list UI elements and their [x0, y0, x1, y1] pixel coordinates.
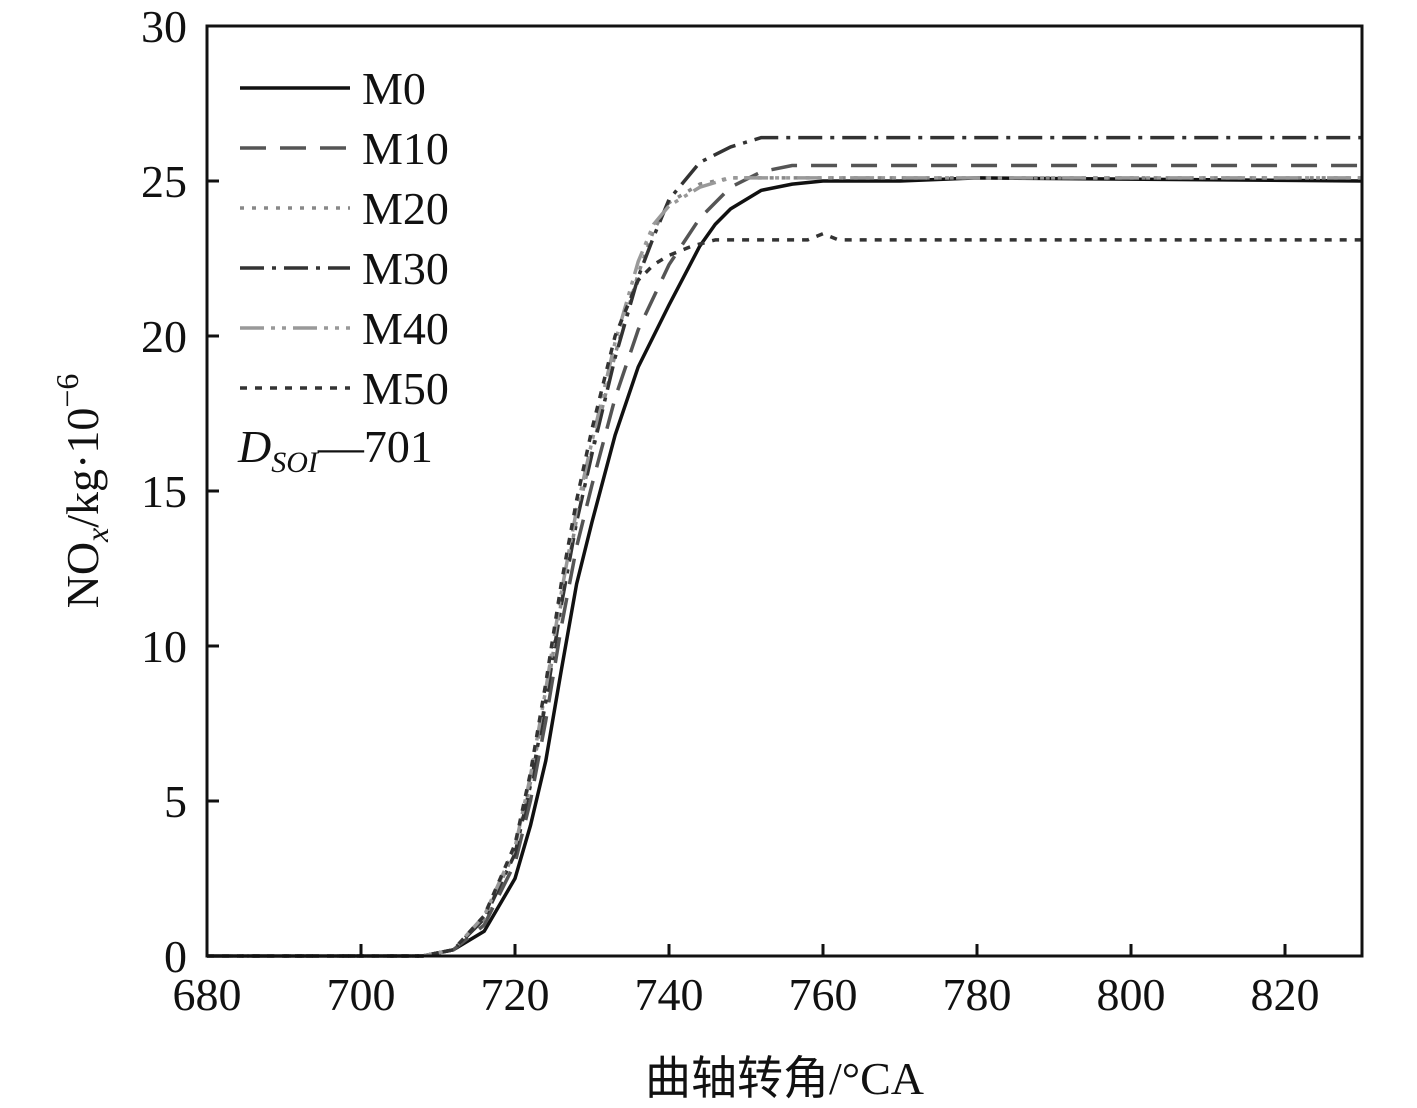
- series-line-m0: [207, 178, 1362, 956]
- y-tick-label: 10: [141, 621, 187, 672]
- x-axis-title: 曲轴转角/°CA: [645, 1053, 924, 1104]
- legend-label-m50: M50: [362, 363, 449, 414]
- y-axis-title-middle: /kg·10: [57, 408, 108, 528]
- y-axis-title: NOx/kg·10−6: [49, 374, 115, 609]
- legend-label-m20: M20: [362, 183, 449, 234]
- y-axis-title-superscript: −6: [49, 374, 85, 408]
- series-line-m40: [207, 178, 1362, 956]
- legend-label-m0: M0: [362, 63, 426, 114]
- y-axis-title-prefix: NO: [57, 542, 108, 608]
- nox-chart: 680700720740760780800820051015202530 M0M…: [0, 0, 1417, 1108]
- dsoi-annotation: DSOI—701: [237, 421, 433, 479]
- y-tick-label: 0: [164, 931, 187, 982]
- x-tick-label: 820: [1251, 969, 1320, 1020]
- legend-label-m10: M10: [362, 123, 449, 174]
- dsoi-annotation-main: D: [237, 421, 271, 472]
- x-tick-label: 700: [327, 969, 396, 1020]
- y-tick-label: 20: [141, 311, 187, 362]
- legend-label-m40: M40: [362, 303, 449, 354]
- x-tick-label: 800: [1097, 969, 1166, 1020]
- y-tick-label: 15: [141, 466, 187, 517]
- legend-label-m30: M30: [362, 243, 449, 294]
- series-line-m20: [207, 178, 1362, 956]
- y-axis-title-subscript: x: [79, 528, 115, 543]
- x-tick-label: 760: [789, 969, 858, 1020]
- x-tick-label: 720: [481, 969, 550, 1020]
- dsoi-annotation-subscript: SOI: [271, 446, 320, 479]
- y-tick-label: 5: [164, 776, 187, 827]
- y-tick-label: 25: [141, 156, 187, 207]
- x-tick-label: 740: [635, 969, 704, 1020]
- dsoi-annotation-suffix: —701: [317, 421, 433, 472]
- tick-layer: 680700720740760780800820051015202530: [141, 1, 1320, 1020]
- legend: M0 M10 M20 M30 M40 M50: [240, 63, 449, 414]
- y-tick-label: 30: [141, 1, 187, 52]
- x-tick-label: 780: [943, 969, 1012, 1020]
